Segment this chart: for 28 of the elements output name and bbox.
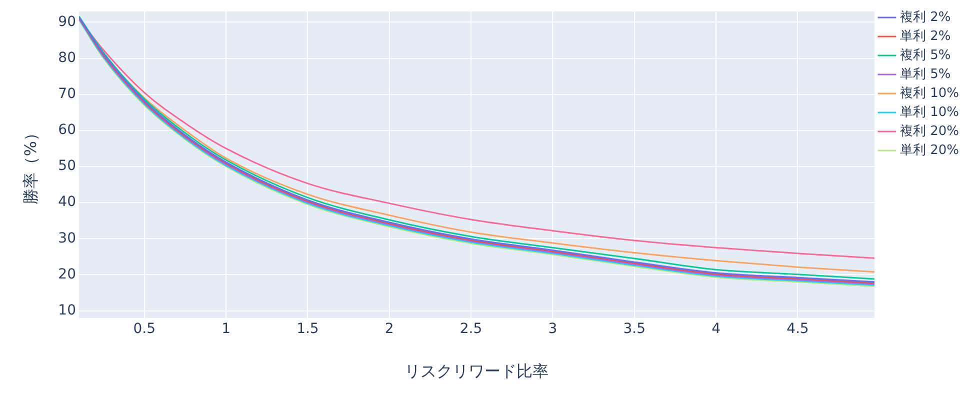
legend-label: 複利 2% [900, 10, 951, 25]
x-tick-label: 0.5 [133, 321, 156, 338]
y-axis-title: 勝率（%） [20, 125, 40, 204]
x-tick-label: 3.5 [623, 321, 646, 338]
legend-label: 単利 2% [900, 28, 951, 44]
x-tick-label: 4 [712, 321, 721, 338]
y-tick-label: 40 [58, 194, 76, 210]
x-tick-label: 4.5 [786, 321, 809, 338]
x-tick-label: 1.5 [296, 321, 319, 338]
legend-label: 複利 10% [900, 86, 960, 101]
y-tick-label: 80 [58, 50, 76, 66]
y-tick-label: 10 [58, 302, 76, 318]
legend-label: 単利 5% [900, 66, 951, 82]
x-tick-label: 2.5 [460, 321, 482, 338]
x-tick-label: 3 [548, 321, 558, 338]
y-tick-label: 90 [58, 14, 76, 30]
y-tick-label: 20 [58, 266, 76, 282]
y-tick-label: 30 [58, 230, 76, 246]
x-tick-label: 1 [222, 321, 230, 338]
x-tick-label: 2 [384, 321, 394, 338]
legend-label: 単利 20% [900, 142, 960, 158]
y-tick-label: 60 [58, 122, 76, 138]
y-tick-label: 50 [58, 158, 76, 174]
legend-label: 複利 20% [900, 124, 960, 139]
legend-label: 複利 5% [900, 48, 951, 63]
legend-label: 単利 10% [900, 104, 960, 120]
x-axis-title: リスクリワード比率 [404, 362, 549, 381]
y-tick-label: 70 [58, 86, 76, 102]
